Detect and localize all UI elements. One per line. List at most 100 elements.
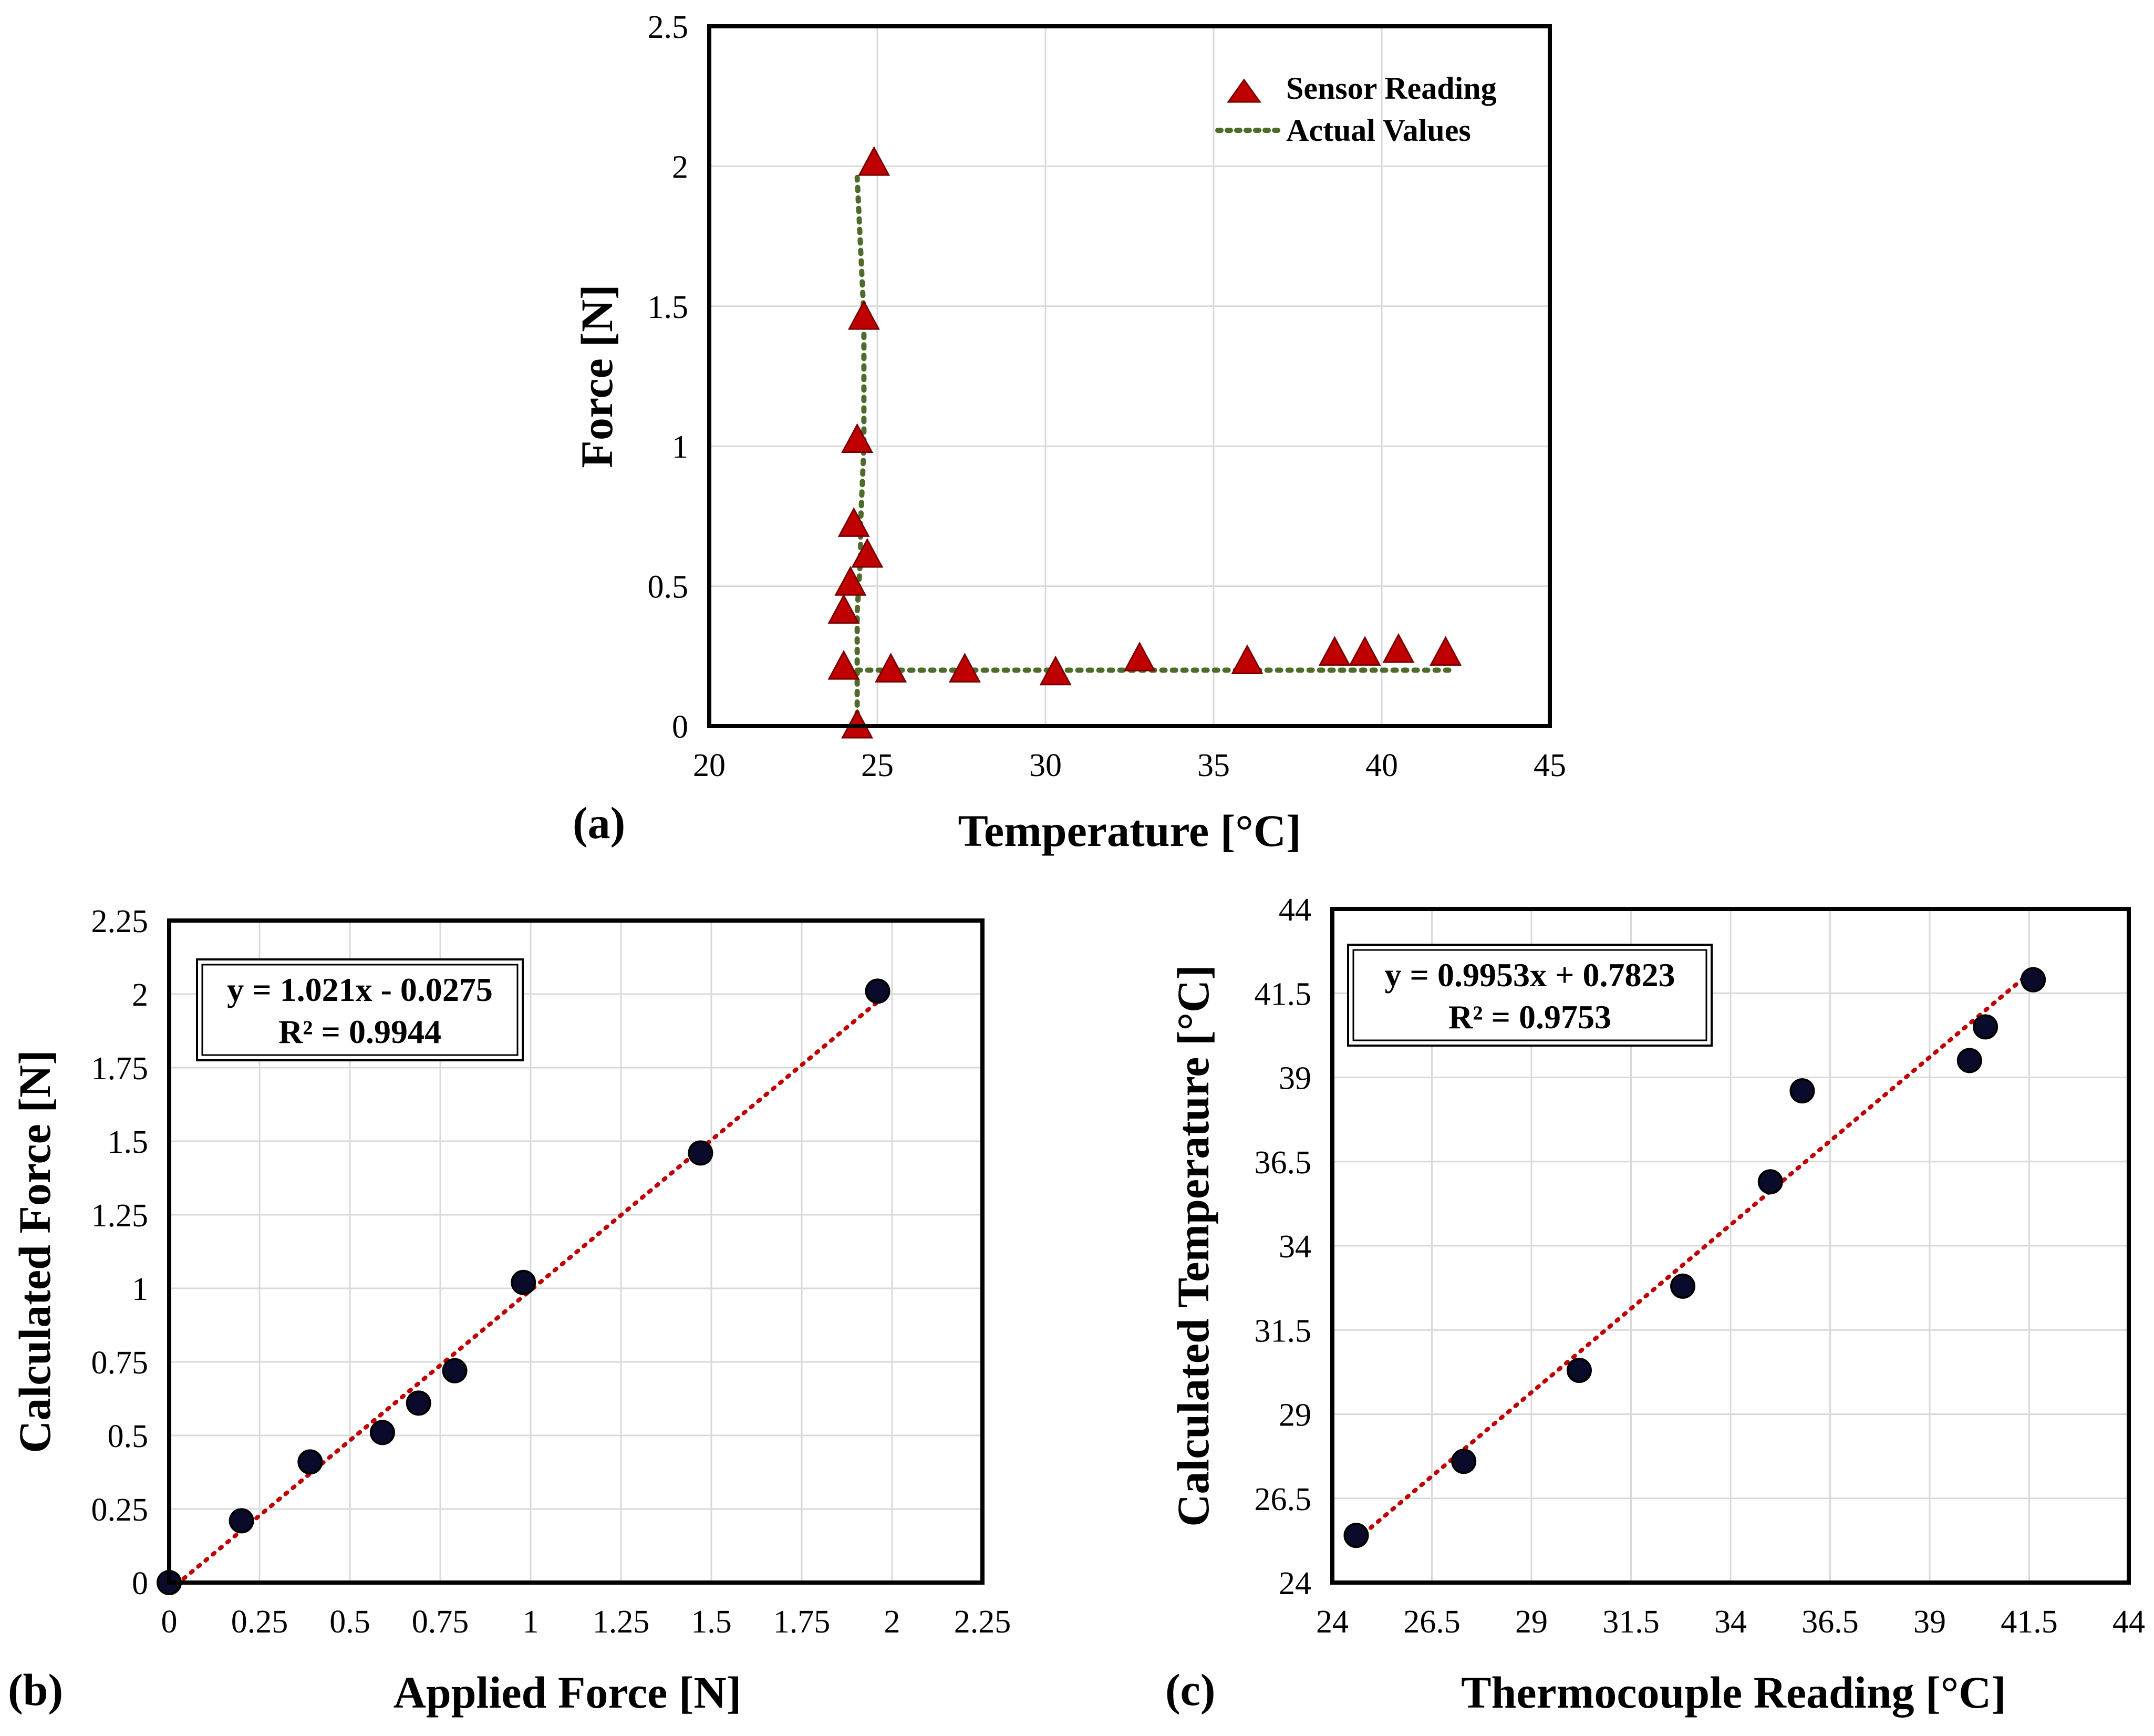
y-tick-label: 0.75: [91, 1345, 149, 1381]
y-tick-label: 0: [132, 1566, 148, 1601]
sensor-reading-point: [827, 649, 860, 680]
y-tick-label: 44: [1279, 892, 1311, 928]
x-tick-label: 1.25: [593, 1604, 650, 1640]
panel-c-y-axis-title: Calculated Temperature [°C]: [1168, 965, 1218, 1526]
sensor-reading-point: [948, 653, 981, 683]
y-tick-label: 0.25: [91, 1492, 149, 1528]
data-point: [1566, 1358, 1592, 1383]
sensor-reading-point: [875, 653, 907, 683]
y-tick-label: 34: [1279, 1229, 1311, 1265]
y-tick-label: 31.5: [1255, 1313, 1312, 1349]
x-tick-label: 0.5: [329, 1604, 370, 1640]
sensor-reading-point: [1123, 641, 1156, 671]
data-point: [369, 1420, 395, 1445]
y-tick-label: 36.5: [1255, 1145, 1312, 1181]
sensor-reading-point: [1382, 633, 1415, 663]
y-tick-label: 0.5: [108, 1419, 149, 1454]
x-tick-label: 35: [1197, 748, 1230, 783]
x-tick-label: 24: [1316, 1604, 1349, 1640]
panel-c-equation: y = 0.9953x + 0.7823: [1385, 956, 1675, 994]
sensor-reading-point: [827, 594, 860, 624]
y-tick-label: 29: [1279, 1398, 1311, 1433]
data-point: [229, 1508, 254, 1534]
x-tick-label: 25: [861, 748, 894, 783]
data-point: [1670, 1273, 1696, 1299]
panel-c-label: (c): [1165, 1665, 1215, 1715]
panel-c-x-ticks: 24 26.5 29 31.5 34 36.5 39 41.5 44: [1316, 1604, 2145, 1640]
x-tick-label: 0: [161, 1604, 178, 1640]
sensor-reading-point: [1318, 636, 1351, 666]
x-tick-label: 44: [2112, 1604, 2145, 1640]
data-point: [297, 1449, 323, 1475]
panel-a-plot-frame: [707, 24, 1552, 728]
actual-values-line: [854, 174, 867, 729]
panel-a-y-ticks: 0 0.5 1 1.5 2 2.5: [648, 9, 689, 745]
x-tick-label: 30: [1029, 748, 1062, 783]
sensor-reading-point: [1349, 636, 1381, 666]
x-tick-label: 39: [1913, 1604, 1946, 1640]
data-point: [511, 1269, 536, 1295]
y-tick-label: 1: [672, 429, 688, 465]
data-point: [688, 1140, 713, 1166]
legend-sensor-reading: Sensor Reading: [1286, 71, 1497, 106]
sensor-reading-point: [858, 146, 890, 176]
data-point: [1451, 1449, 1477, 1474]
panel-a-chart: 20 25 30 35 40 45 0 0.5 1 1.5 2 2.5 Temperature [°…: [572, 9, 1566, 856]
x-tick-label: 41.5: [2001, 1604, 2058, 1640]
panel-b-trendline: [167, 999, 880, 1593]
x-tick-label: 29: [1515, 1604, 1548, 1640]
y-tick-label: 0: [672, 709, 688, 745]
y-tick-label: 1.5: [108, 1124, 149, 1160]
panel-b-y-ticks: 0 0.25 0.5 0.75 1 1.25 1.5 1.75 2 2.25: [91, 904, 149, 1601]
x-tick-label: 1.75: [773, 1604, 831, 1640]
legend-triangle-marker: [1227, 78, 1261, 103]
sensor-reading-point: [1039, 655, 1072, 686]
panel-b-x-ticks: 0 0.25 0.5 0.75 1 1.25 1.5 1.75 2 2.25: [161, 1604, 1011, 1640]
panel-c-equation-box: y = 0.9953x + 0.7823 R² = 0.9753: [1347, 944, 1713, 1047]
panel-a-x-axis-title: Temperature [°C]: [958, 805, 1301, 856]
x-tick-label: 45: [1534, 748, 1566, 783]
sensor-reading-point: [837, 507, 870, 537]
data-point: [406, 1390, 431, 1416]
linear-trendline: [1354, 968, 2036, 1542]
y-tick-label: 2.25: [91, 904, 149, 939]
panel-b-plot-frame: [167, 918, 985, 1585]
panel-c-r-squared: R² = 0.9753: [1448, 998, 1611, 1036]
y-tick-label: 1: [132, 1272, 148, 1307]
x-tick-label: 2: [884, 1604, 900, 1640]
sensor-reading-point: [834, 566, 867, 596]
x-tick-label: 0.75: [412, 1604, 469, 1640]
y-tick-label: 1.5: [648, 290, 689, 325]
sensor-reading-point: [1430, 636, 1462, 666]
panel-b-equation: y = 1.021x - 0.0275: [227, 971, 493, 1008]
sensor-reading-point: [847, 299, 880, 330]
x-tick-label: 1.5: [691, 1604, 732, 1640]
panel-a-y-axis-title: Force [N]: [572, 284, 622, 468]
y-tick-label: 2: [672, 149, 688, 185]
data-point: [1757, 1169, 1783, 1195]
data-point: [1343, 1523, 1369, 1548]
data-point: [1973, 1014, 1998, 1040]
legend-actual-values: Actual Values: [1286, 113, 1471, 148]
panel-c-y-ticks: 24 26.5 29 31.5 34 36.5 39 41.5 44: [1255, 892, 1312, 1601]
sensor-reading-point: [1231, 644, 1264, 674]
y-tick-label: 0.5: [648, 570, 689, 605]
data-point: [1789, 1078, 1815, 1104]
y-tick-label: 39: [1279, 1061, 1311, 1097]
x-tick-label: 20: [693, 748, 726, 783]
y-tick-label: 2: [132, 977, 148, 1013]
panel-b-label: (b): [8, 1665, 63, 1715]
panel-a-x-ticks: 20 25 30 35 40 45: [693, 748, 1566, 783]
panel-b-x-axis-title: Applied Force [N]: [393, 1667, 741, 1718]
x-tick-label: 0.25: [231, 1604, 288, 1640]
panel-a-series: [827, 146, 1462, 739]
linear-trendline: [167, 999, 880, 1593]
sensor-reading-point: [851, 538, 884, 568]
panel-a-label: (a): [573, 798, 625, 848]
panel-b-equation-box: y = 1.021x - 0.0275 R² = 0.9944: [196, 958, 524, 1061]
panel-c-x-axis-title: Thermocouple Reading [°C]: [1461, 1667, 2006, 1718]
x-tick-label: 1: [523, 1604, 539, 1640]
data-point: [865, 978, 890, 1004]
panel-c-chart: 24 26.5 29 31.5 34 36.5 39 41.5 44 24 26.5 29 31.5 3…: [1165, 892, 2145, 1718]
